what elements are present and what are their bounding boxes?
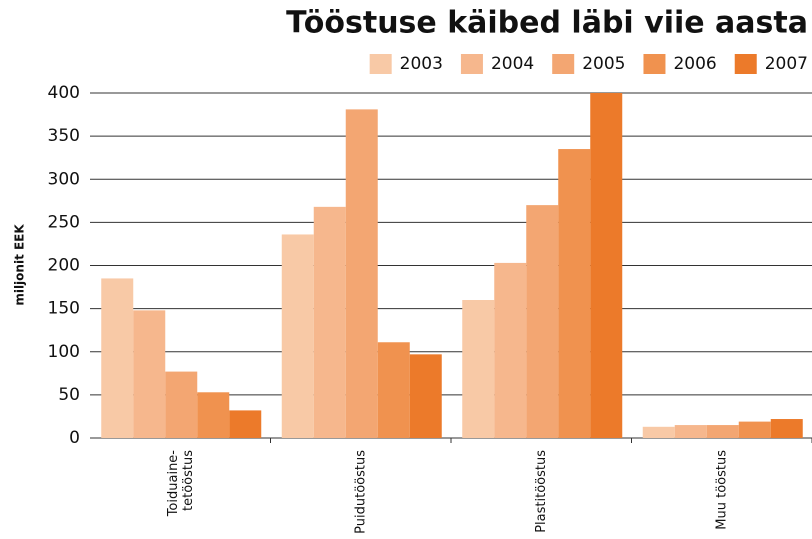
y-tick-label: 400 [48,83,80,103]
legend-swatch [460,54,483,74]
bar [494,262,527,438]
y-tick-label: 100 [48,342,80,362]
legend-label: 2004 [491,54,534,74]
bar [377,342,410,438]
bar [313,206,346,438]
y-tick-label: 50 [58,385,80,405]
bar [281,234,314,438]
y-tick-label: 0 [69,428,80,448]
bar [101,278,134,438]
x-tick-label: Muu tööstus [714,450,729,530]
bar [133,310,166,438]
y-tick-label: 150 [48,299,80,319]
bar [770,419,803,438]
bar [229,410,262,438]
bar [526,205,559,438]
legend-label: 2005 [582,54,625,74]
bar [642,426,675,438]
y-tick-label: 350 [48,126,80,146]
y-tick-label: 300 [48,169,80,189]
bar [558,149,591,438]
legend-label: 2007 [765,54,808,74]
y-axis-label: miljonit EEK [13,224,27,306]
bar [409,354,442,438]
legend-swatch [734,54,757,74]
bar [197,392,230,438]
y-tick-label: 250 [48,212,80,232]
bar [165,371,198,438]
legend-swatch [369,54,392,74]
legend-label: 2006 [673,54,716,74]
x-tick-label: Puidutööstus [353,450,368,534]
x-tick-label: Toiduaine-tetööstus [165,450,195,518]
bar [462,300,495,438]
chart-title: Tööstuse käibed läbi viie aasta [286,6,808,41]
bar [590,93,623,438]
bar [738,421,771,438]
x-tick-label: Plastitööstus [534,450,549,533]
bar [345,109,378,438]
y-tick-label: 200 [48,256,80,276]
legend-swatch [643,54,666,74]
legend-swatch [552,54,575,74]
bar [674,425,707,438]
bar [706,425,739,438]
legend-label: 2003 [400,54,443,74]
